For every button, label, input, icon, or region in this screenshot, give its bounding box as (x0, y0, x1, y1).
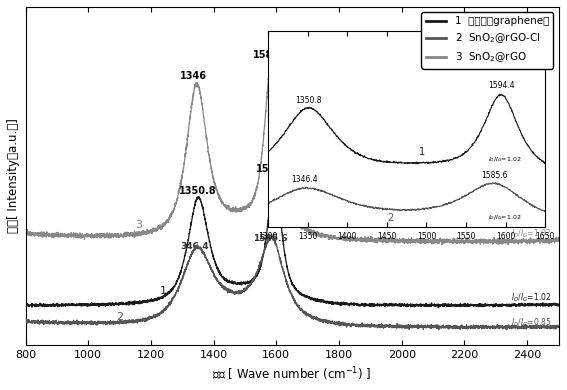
Text: $I_D/I_G$=0.85: $I_D/I_G$=0.85 (511, 316, 552, 329)
Text: 1350.8: 1350.8 (179, 186, 217, 197)
X-axis label: 波数 [ Wave number (cm$^{-1}$) ]: 波数 [ Wave number (cm$^{-1}$) ] (212, 365, 372, 383)
Text: 346.4: 346.4 (180, 242, 209, 251)
Legend: 1  石墨烯（graphene）, 2  SnO$_2$@rGO-Cl, 3  SnO$_2$@rGO: 1 石墨烯（graphene）, 2 SnO$_2$@rGO-Cl, 3 SnO… (421, 12, 553, 69)
Text: 2: 2 (116, 312, 124, 323)
Text: 1584.6: 1584.6 (253, 50, 290, 60)
Text: 1: 1 (160, 286, 167, 296)
Text: 1594.4: 1594.4 (256, 164, 293, 174)
Text: 1346: 1346 (180, 71, 207, 82)
Y-axis label: 强度[ Intensity（a.u.）]: 强度[ Intensity（a.u.）] (7, 119, 20, 234)
Text: 3: 3 (136, 220, 142, 230)
Text: $I_D/I_G$=1.02: $I_D/I_G$=1.02 (511, 227, 552, 240)
Text: 1585.6: 1585.6 (253, 234, 287, 243)
Text: $I_D/I_G$=1.02: $I_D/I_G$=1.02 (511, 291, 552, 304)
